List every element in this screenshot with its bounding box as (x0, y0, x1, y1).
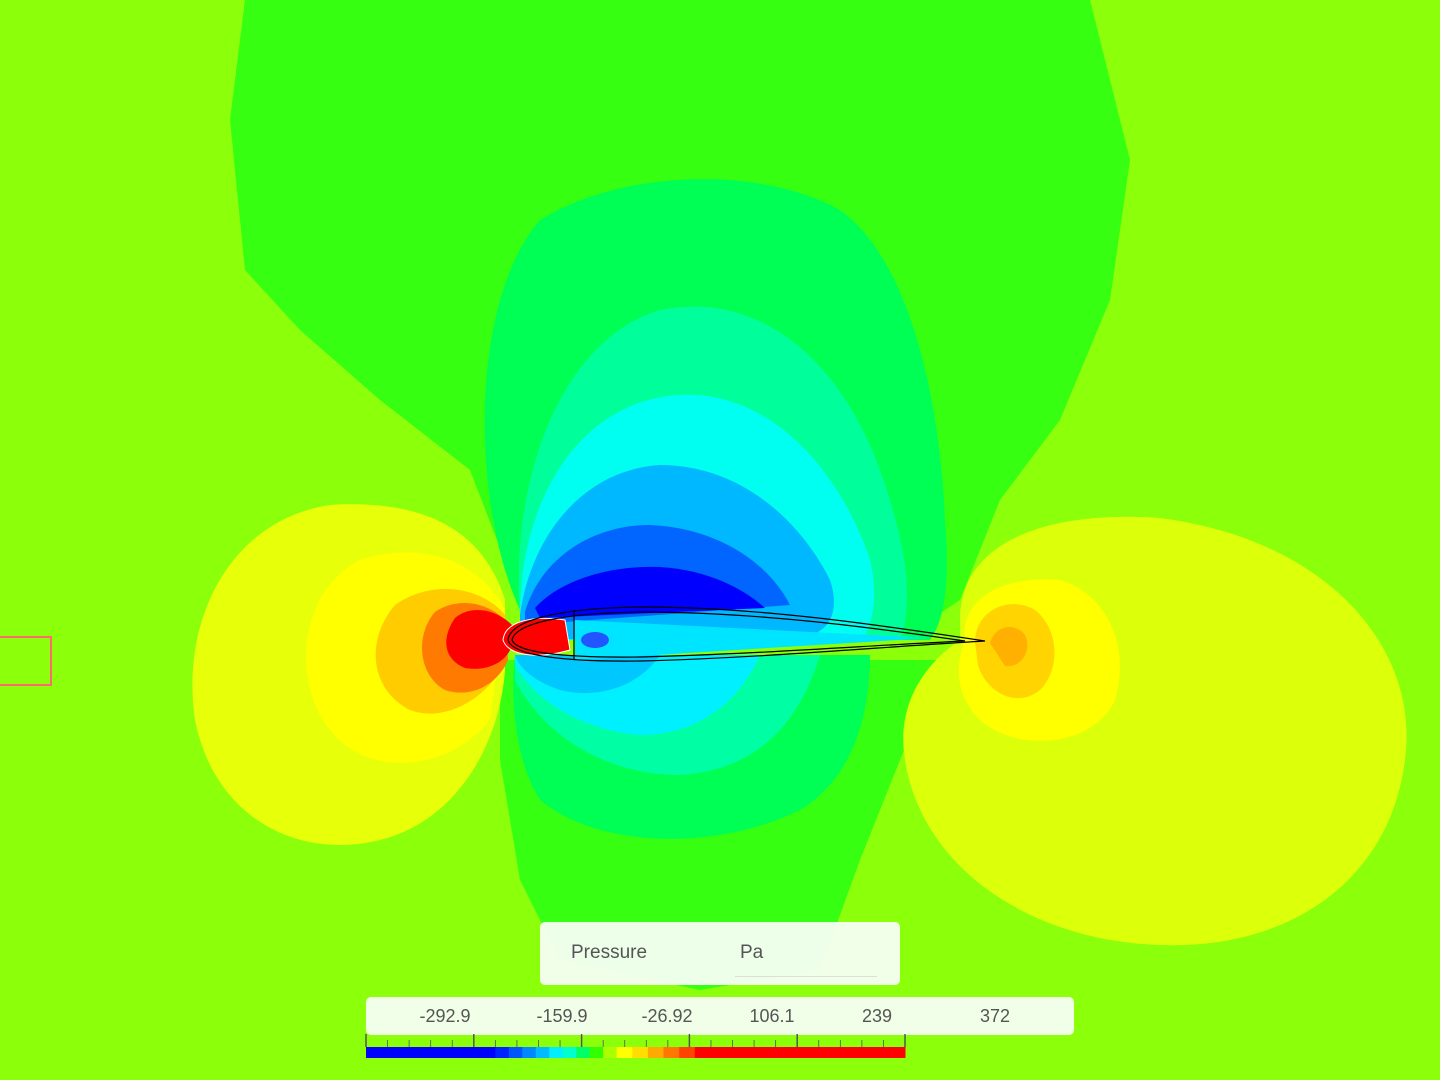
contour-region-orange2-right (990, 627, 1028, 667)
colorbar-segment (589, 1047, 604, 1058)
colorbar-segment (663, 1047, 680, 1058)
colorbar-segment (694, 1047, 906, 1058)
legend-tick-label: -26.92 (641, 1006, 693, 1026)
selection-box[interactable] (0, 636, 52, 686)
legend-tick-label[interactable]: 372 (979, 1006, 1011, 1026)
contour-region-lightblue-lower (515, 655, 660, 694)
legend-title-panel[interactable]: Pressure Pa (540, 922, 900, 985)
legend-tick-label: -159.9 (536, 1006, 588, 1026)
legend-quantity[interactable]: Pressure (571, 942, 648, 963)
colorbar-segment (508, 1047, 523, 1058)
contour-region-yellow-right (903, 516, 1407, 946)
legend-unit-select[interactable]: Pa (740, 942, 764, 963)
colorbar-segment (535, 1047, 550, 1058)
legend-tick-label: 106.1 (749, 1006, 795, 1026)
colorbar-segment (603, 1047, 618, 1058)
airfoil-outline[interactable] (507, 606, 986, 662)
colorbar-segment (549, 1047, 564, 1058)
colorbar-segment (632, 1047, 649, 1058)
leading-edge-high-pressure (502, 617, 571, 656)
contour-region-underside-blue (581, 632, 609, 648)
colorbar-segment (495, 1047, 510, 1058)
colorbar (365, 1034, 906, 1058)
colorbar-segment (679, 1047, 696, 1058)
unit-underline (735, 976, 877, 977)
contour-region-darkblue (535, 566, 765, 618)
colorbar-segment (366, 1047, 496, 1058)
legend-tick-labels: -292.9 -159.9 -26.92 106.1 239 372 (366, 997, 1074, 1035)
colorbar-segment (616, 1047, 633, 1058)
legend-tick-label[interactable]: -292.9 (419, 1006, 471, 1026)
colorbar-segment (647, 1047, 665, 1058)
legend-tick-label: 239 (861, 1006, 893, 1026)
contour-region-red-left (446, 609, 512, 669)
colorbar-segment (576, 1047, 591, 1058)
colorbar-segment (522, 1047, 537, 1058)
colorbar-segment (562, 1047, 577, 1058)
contour-region-underside-cyan (575, 620, 930, 660)
